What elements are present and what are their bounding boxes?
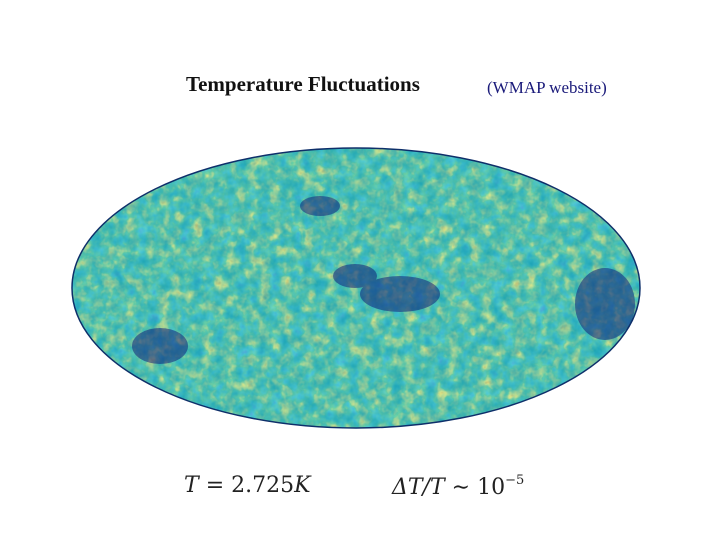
- fluctuation-equation: ΔT/T ∼ 10−5: [392, 473, 524, 500]
- temperature-symbol: T: [184, 473, 199, 498]
- cmb-sky-map: [71, 147, 641, 429]
- fluctuation-exponent: −5: [505, 473, 525, 488]
- temperature-equation: T = 2.725K: [184, 473, 311, 498]
- cold-regions: [132, 196, 635, 364]
- fluctuation-approx: ∼ 10: [451, 475, 506, 500]
- fluctuation-ratio: ΔT/T: [392, 475, 445, 500]
- source-credit: (WMAP website): [487, 78, 607, 97]
- slide-title: Temperature Fluctuations: [186, 72, 420, 96]
- fluctuation-texture: [72, 148, 640, 428]
- kelvin-unit: K: [294, 473, 311, 498]
- temperature-value: = 2.725: [205, 473, 295, 498]
